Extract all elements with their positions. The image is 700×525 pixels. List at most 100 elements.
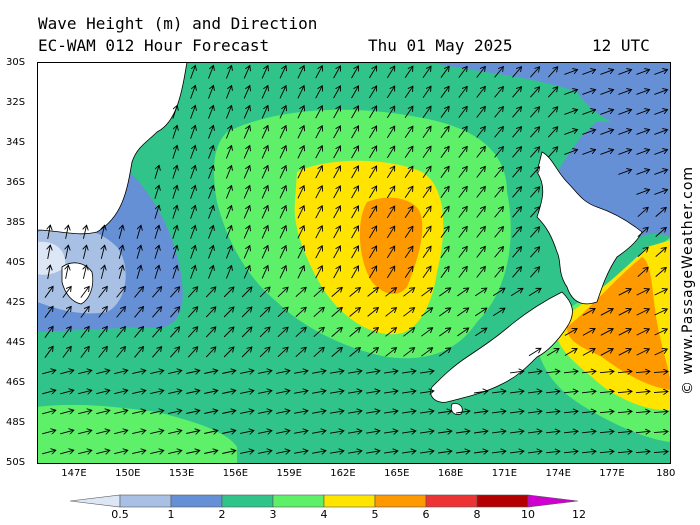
direction-arrow [366,391,380,393]
direction-arrow [440,166,449,178]
direction-arrow [136,265,141,279]
direction-arrow [204,451,218,454]
direction-arrow [384,411,398,413]
direction-arrow [351,106,359,119]
direction-arrow [277,307,288,318]
legend-tick-label: 5 [371,508,379,521]
sea-2-3m-ne [427,62,671,133]
direction-arrow [152,347,161,358]
direction-arrow [333,206,341,219]
direction-arrow [476,107,486,118]
direction-arrow [458,126,467,138]
direction-arrow [510,411,524,413]
direction-arrow [618,110,631,115]
sea-0.5-1m-tas [37,241,66,275]
direction-arrow [297,246,304,259]
direction-arrow [154,225,159,239]
direction-arrow [276,411,290,414]
direction-arrow [349,348,361,357]
direction-arrow [367,288,379,297]
direction-arrow [96,450,110,453]
direction-arrow [582,110,595,115]
direction-arrow [422,166,431,179]
direction-arrow [349,308,361,317]
latitude-label: 40S [6,257,26,268]
direction-arrow [422,226,431,239]
direction-arrow [420,411,434,413]
direction-arrow [297,266,304,279]
direction-arrow [222,391,236,394]
direction-arrow [563,431,578,433]
direction-arrow [440,266,449,278]
direction-arrow [98,327,108,338]
direction-arrow [78,430,92,433]
direction-arrow [458,266,467,278]
direction-arrow [98,287,108,298]
direction-arrow [366,371,380,373]
direction-arrow [172,165,177,179]
direction-arrow [351,146,359,159]
direction-arrow [512,147,522,158]
direction-arrow [439,308,450,317]
direction-arrow [60,370,74,374]
nz-south-island [430,291,573,403]
direction-arrow [599,451,614,452]
latitude-label: 38S [6,217,26,228]
direction-arrow [456,431,470,433]
direction-arrow [101,265,104,279]
direction-arrow [600,329,613,336]
direction-arrow [530,147,539,158]
direction-arrow [564,329,577,336]
direction-arrow [369,206,376,219]
direction-arrow [654,150,667,155]
direction-arrow [494,147,504,158]
direction-arrow [225,226,231,239]
direction-arrow [297,106,304,119]
direction-arrow [618,329,631,336]
direction-arrow [348,431,362,433]
legend-swatch [119,494,172,508]
direction-arrow [186,411,200,414]
direction-arrow [119,265,123,279]
direction-arrow [170,307,179,318]
direction-arrow [653,371,668,372]
direction-arrow [190,65,196,79]
direction-arrow [564,130,577,135]
direction-arrow [261,86,268,99]
direction-arrow [261,166,268,179]
direction-arrow [172,225,177,239]
direction-arrow [494,227,504,238]
direction-arrow [208,166,214,179]
direction-arrow [132,370,146,373]
direction-arrow [530,87,539,98]
legend-tick-label: 8 [473,508,481,521]
direction-arrow [404,86,413,99]
direction-arrow [313,347,324,358]
direction-arrow [547,67,557,78]
direction-arrow [204,391,218,394]
direction-arrow [259,287,270,298]
direction-arrow [225,126,231,139]
direction-arrow [42,370,56,374]
direction-arrow [599,411,614,412]
direction-arrow [223,347,234,358]
direction-arrow [333,126,341,139]
direction-arrow [456,451,470,453]
direction-arrow [474,391,488,393]
direction-arrow [422,266,431,279]
latitude-label: 32S [6,97,26,108]
direction-arrow [458,106,467,118]
direction-arrow [101,225,104,239]
direction-arrow [654,90,667,95]
direction-arrow [476,227,486,238]
direction-arrow [563,371,578,373]
direction-arrow [132,430,146,433]
sea-2-3m-north [167,62,387,152]
direction-arrow [83,245,86,259]
direction-arrow [530,67,539,78]
direction-arrow [385,288,397,297]
direction-arrow [294,411,308,414]
direction-arrow [403,288,414,297]
direction-arrow [512,67,522,78]
direction-arrow [386,226,394,239]
